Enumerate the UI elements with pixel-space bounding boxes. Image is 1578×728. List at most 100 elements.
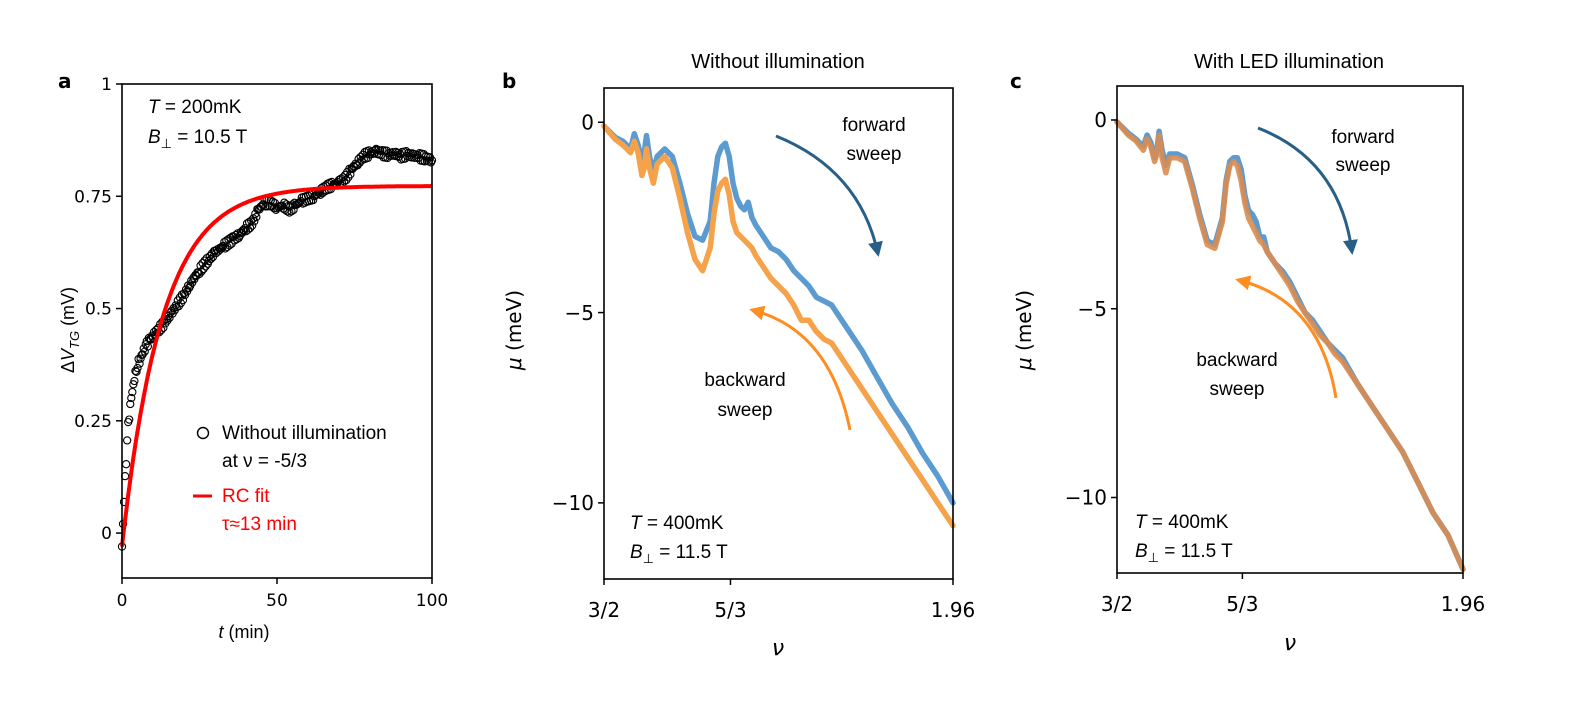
data-point: [127, 393, 136, 403]
y-tick-label: 0.5: [85, 300, 112, 320]
panel-b-x-label: ν: [772, 636, 784, 661]
forward-sweep-line: [1114, 119, 1466, 572]
y-tick-label: 0: [581, 110, 594, 134]
data-point: [346, 170, 355, 179]
legend-marker-open-circle: [196, 426, 210, 440]
x-tick-label: 50: [266, 591, 288, 611]
data-point: [136, 354, 145, 363]
data-point: [133, 363, 142, 373]
panel-c-y-ticks: 0 −5 −10: [1065, 108, 1117, 510]
panel-c-frame: [1116, 85, 1464, 574]
panel-b-y-ticks: 0 −5 −10: [552, 110, 604, 515]
y-tick-label: −10: [552, 491, 594, 515]
data-point: [135, 359, 144, 368]
panel-c-temperature: T = 400mK: [1135, 512, 1229, 533]
x-tick-label: 3/2: [588, 598, 620, 622]
data-point: [163, 316, 172, 325]
panel-c: c With LED illumination 3/2 5/3 1.96 0 −5 −1…: [1010, 51, 1485, 656]
data-point: [130, 376, 139, 386]
panel-b: b Without illumination 3/2 5/3 1.96 0 −5 −10…: [502, 51, 975, 661]
panel-b-temperature: T = 400mK: [630, 513, 724, 534]
y-tick-label: 1: [101, 75, 112, 95]
data-point: [268, 197, 278, 206]
data-point: [218, 243, 227, 252]
panel-b-backward-label-line2: sweep: [718, 400, 773, 421]
y-tick-label: −5: [1078, 297, 1107, 321]
rc-fit-line: [120, 184, 432, 547]
data-point: [340, 177, 349, 186]
data-point: [285, 208, 294, 217]
panel-c-y-label: μ (meV): [1012, 290, 1036, 371]
panel-c-forward-label-line2: sweep: [1336, 155, 1391, 176]
data-point: [313, 190, 322, 199]
panel-a-temperature: T = 200mK: [148, 97, 242, 118]
data-point: [132, 367, 141, 377]
x-tick-label: 3/2: [1101, 592, 1133, 616]
y-tick-label: 0: [101, 524, 112, 544]
panel-c-backward-label-line1: backward: [1196, 350, 1277, 371]
y-tick-label: −10: [1065, 486, 1107, 510]
panel-b-x-ticks: 3/2 5/3 1.96: [588, 579, 975, 622]
panel-c-title: With LED illumination: [1194, 51, 1384, 73]
x-tick-label: 1.96: [1441, 592, 1486, 616]
panel-c-forward-arrow: [1257, 126, 1358, 255]
panel-b-forward-label-line2: sweep: [847, 144, 902, 165]
x-tick-label: 1.96: [931, 598, 976, 622]
data-point: [252, 212, 261, 222]
panel-a-plot-area: [117, 144, 437, 551]
panel-b-plot-area: [601, 123, 956, 529]
data-point: [214, 244, 224, 253]
panel-label-c: c: [1010, 69, 1022, 93]
data-point: [206, 254, 216, 264]
panel-a-legend: Without illumination at ν = -5/3 RC fit …: [193, 423, 387, 535]
panel-b-backward-label-line1: backward: [704, 370, 785, 391]
legend-label-fit-line1: RC fit: [222, 486, 270, 507]
legend-label-data-line1: Without illumination: [222, 423, 387, 444]
x-tick-label: 100: [416, 591, 448, 611]
data-point: [123, 436, 132, 445]
data-point: [212, 245, 222, 254]
data-point: [128, 387, 137, 397]
panel-a-x-label: t (min): [218, 622, 269, 642]
backward-sweep-line: [1114, 119, 1466, 572]
data-point: [171, 301, 180, 310]
data-point: [195, 269, 204, 279]
data-point: [199, 264, 208, 274]
panel-a-field: B⊥ = 10.5 T: [148, 127, 248, 151]
panel-label-a: a: [58, 69, 72, 93]
panel-b-forward-arrow: [775, 134, 883, 257]
panel-a-y-label: ΔVTG (mV): [58, 287, 82, 373]
panel-c-x-label: ν: [1284, 631, 1296, 656]
y-tick-label: −5: [565, 301, 594, 325]
legend-label-fit-line2: τ≈13 min: [222, 514, 297, 535]
panel-b-frame: [603, 87, 954, 580]
y-tick-label: 0: [1094, 108, 1107, 132]
x-tick-label: 0: [117, 591, 128, 611]
data-point: [125, 415, 134, 424]
data-point: [230, 236, 239, 245]
backward-sweep-line: [601, 123, 956, 529]
data-point: [126, 399, 135, 409]
panel-c-x-ticks: 3/2 5/3 1.96: [1101, 573, 1485, 616]
legend-label-data-line2: at ν = -5/3: [222, 451, 307, 472]
panel-a-y-ticks: 0 0.25 0.5 0.75 1: [74, 75, 122, 544]
x-tick-label: 5/3: [714, 598, 746, 622]
y-tick-label: 0.25: [74, 412, 112, 432]
data-point: [197, 267, 206, 276]
data-point: [353, 161, 362, 170]
panel-b-y-label: μ (meV): [502, 290, 526, 371]
x-tick-label: 5/3: [1226, 592, 1258, 616]
panel-c-backward-label-line2: sweep: [1210, 379, 1265, 400]
panel-b-title: Without illumination: [691, 51, 864, 73]
panel-c-plot-area: [1114, 119, 1466, 572]
panel-b-field: B⊥ = 11.5 T: [630, 542, 728, 566]
forward-sweep-line: [601, 123, 956, 506]
panel-label-b: b: [502, 69, 516, 93]
panel-c-backward-arrow: [1235, 275, 1338, 399]
panel-a: a 0 50 100 0 0.25 0.5 0.75 1 t (min) ΔVTG (mV)…: [58, 69, 448, 642]
panel-c-forward-label-line1: forward: [1331, 127, 1394, 148]
data-point: [121, 460, 131, 469]
data-point: [143, 342, 152, 351]
panel-b-forward-label-line1: forward: [842, 115, 905, 136]
